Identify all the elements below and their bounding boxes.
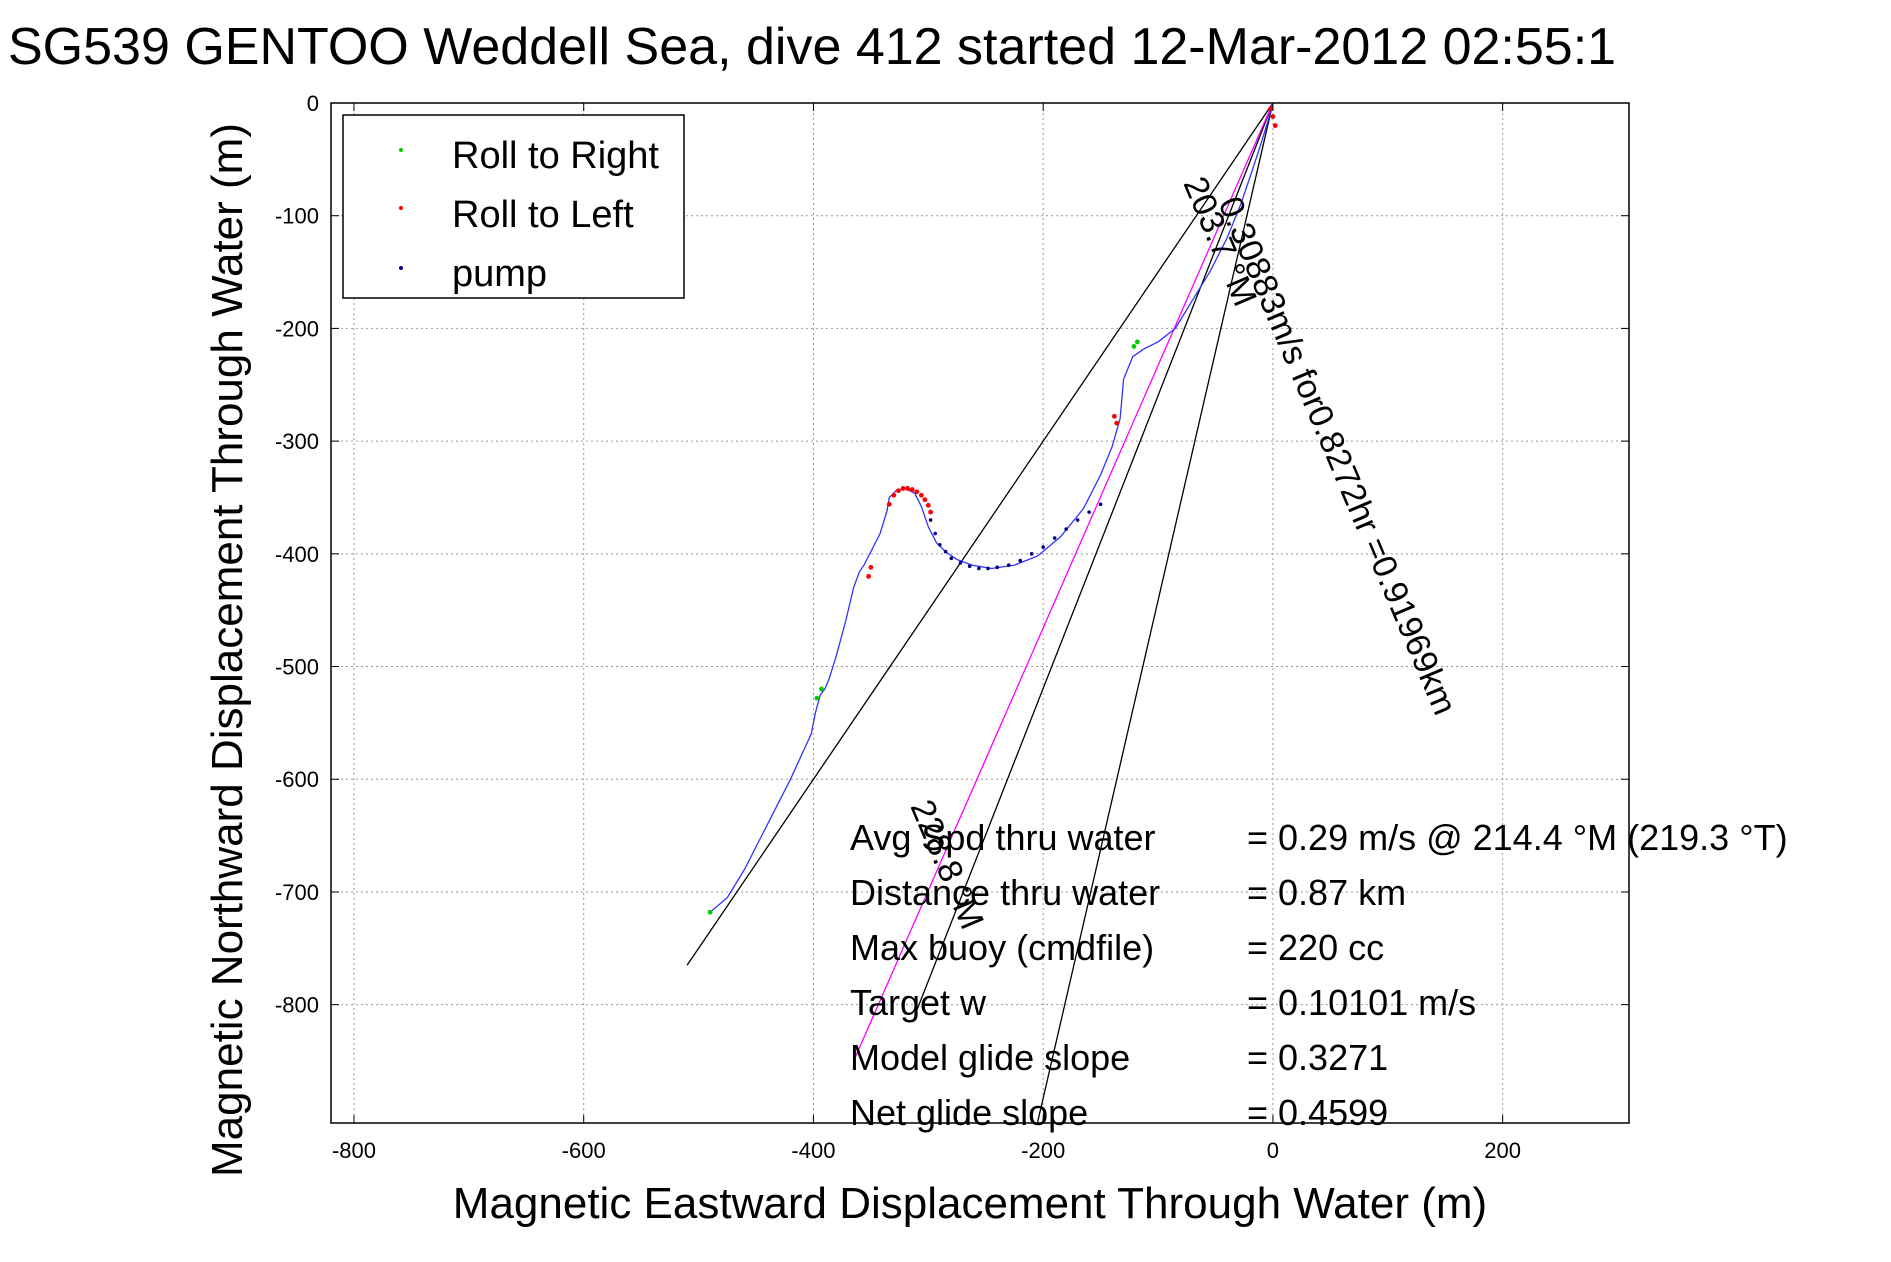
marker-layer [707,106,1278,915]
marker-roll-left [928,509,934,515]
marker-roll-left [1268,106,1274,112]
y-tick-label: -600 [275,767,319,792]
marker-roll-right [707,909,713,915]
x-tick-label: 0 [1267,1138,1279,1163]
track-line [709,102,1274,913]
summary-value: = 0.3271 [1247,1037,1388,1078]
marker-pump [949,556,954,561]
marker-roll-left [905,486,911,491]
dive-track [709,102,1274,913]
summary-value: = 0.29 m/s @ 214.4 °M (219.3 °T) [1247,817,1788,858]
legend-marker-pump [399,266,403,270]
marker-roll-left [1270,114,1276,119]
summary-value: = 220 cc [1247,927,1384,968]
marker-pump [1029,552,1034,556]
marker-roll-right [1134,339,1140,345]
heading_line [916,102,1274,1011]
plot-frame [330,102,1630,1124]
x-tick-label: -600 [562,1138,606,1163]
marker-pump [986,566,990,571]
marker-roll-left [886,501,892,507]
y-tick-label: -200 [275,316,319,341]
marker-roll-left [919,492,924,498]
heading_line [686,102,1274,966]
y-tick-label: -700 [275,880,319,905]
legend-label-roll-right: Roll to Right [452,135,659,177]
y-tick-label: -500 [275,655,319,680]
legend-marker-roll-right [399,148,403,152]
marker-pump [1075,518,1080,522]
summary-label: Max buoy (cmdfile) [850,927,1154,968]
marker-pump [958,561,963,565]
marker-roll-left [1111,413,1117,419]
legend: Roll to Right Roll to Left pump [342,114,685,299]
marker-roll-left [909,487,915,492]
marker-roll-left [914,489,920,495]
heading_line [1036,102,1274,1124]
marker-roll-left [1272,123,1278,128]
x-tick-label: 200 [1484,1138,1521,1163]
marker-pump [1098,502,1103,507]
y-tick-label: -400 [275,542,319,567]
summary-label: Distance thru water [850,872,1160,913]
marker-pump [1052,536,1057,540]
marker-pump [1087,510,1091,514]
summary-block: Avg Spd thru water = 0.29 m/s @ 214.4 °M … [850,817,1788,1133]
summary-label: Model glide slope [850,1037,1130,1078]
x-tick-label: -200 [1021,1138,1065,1163]
marker-roll-left [896,488,901,494]
summary-label: Net glide slope [850,1092,1088,1133]
marker-pump [1006,563,1011,567]
y-tick-label: 0 [307,91,319,116]
x-tick-label: -800 [332,1138,376,1163]
reference-lines [686,102,1274,1124]
y-tick-label: -800 [275,993,319,1018]
legend-label-roll-left: Roll to Left [452,194,634,236]
marker-pump [995,565,1000,570]
x-tick-label: -400 [791,1138,835,1163]
summary-value: = 0.4599 [1247,1092,1388,1133]
summary-value: = 0.87 km [1247,872,1406,913]
marker-roll-right [1131,344,1137,349]
marker-pump [1041,545,1045,549]
x-axis-label: Magnetic Eastward Displacement Through W… [453,1179,1487,1228]
y-axis-label: Magnetic Northward Displacement Through … [203,123,252,1177]
marker-roll-left [1114,420,1120,426]
marker-pump [1018,558,1023,563]
marker-pump [943,549,948,554]
summary-label: Target w [850,982,987,1023]
marker-roll-left [900,486,906,491]
marker-roll-left [866,573,871,579]
course_line [853,102,1274,1062]
legend-label-pump: pump [452,253,547,295]
marker-pump [1064,527,1068,531]
legend-marker-roll-left [399,206,403,210]
marker-roll-left [922,497,928,503]
marker-roll-right [819,686,824,692]
marker-roll-left [891,492,897,498]
summary-value: = 0.10101 m/s [1247,982,1476,1023]
marker-pump [967,564,972,569]
marker-pump [977,566,981,571]
marker-pump [933,531,938,536]
chart-title: SG539 GENTOO Weddell Sea, dive 412 start… [8,18,1616,76]
marker-roll-left [868,564,874,570]
marker-roll-left [925,502,931,508]
marker-roll-right [814,695,820,701]
summary-label: Avg Spd thru water [850,817,1156,858]
y-tick-label: -100 [275,204,319,229]
tick-labels: -800 -600 -400 -200 0 200 0 -100 -200 -300 -400 -50… [275,91,1629,1163]
y-tick-label: -300 [275,429,319,454]
marker-pump [928,518,933,522]
marker-pump [937,543,942,547]
